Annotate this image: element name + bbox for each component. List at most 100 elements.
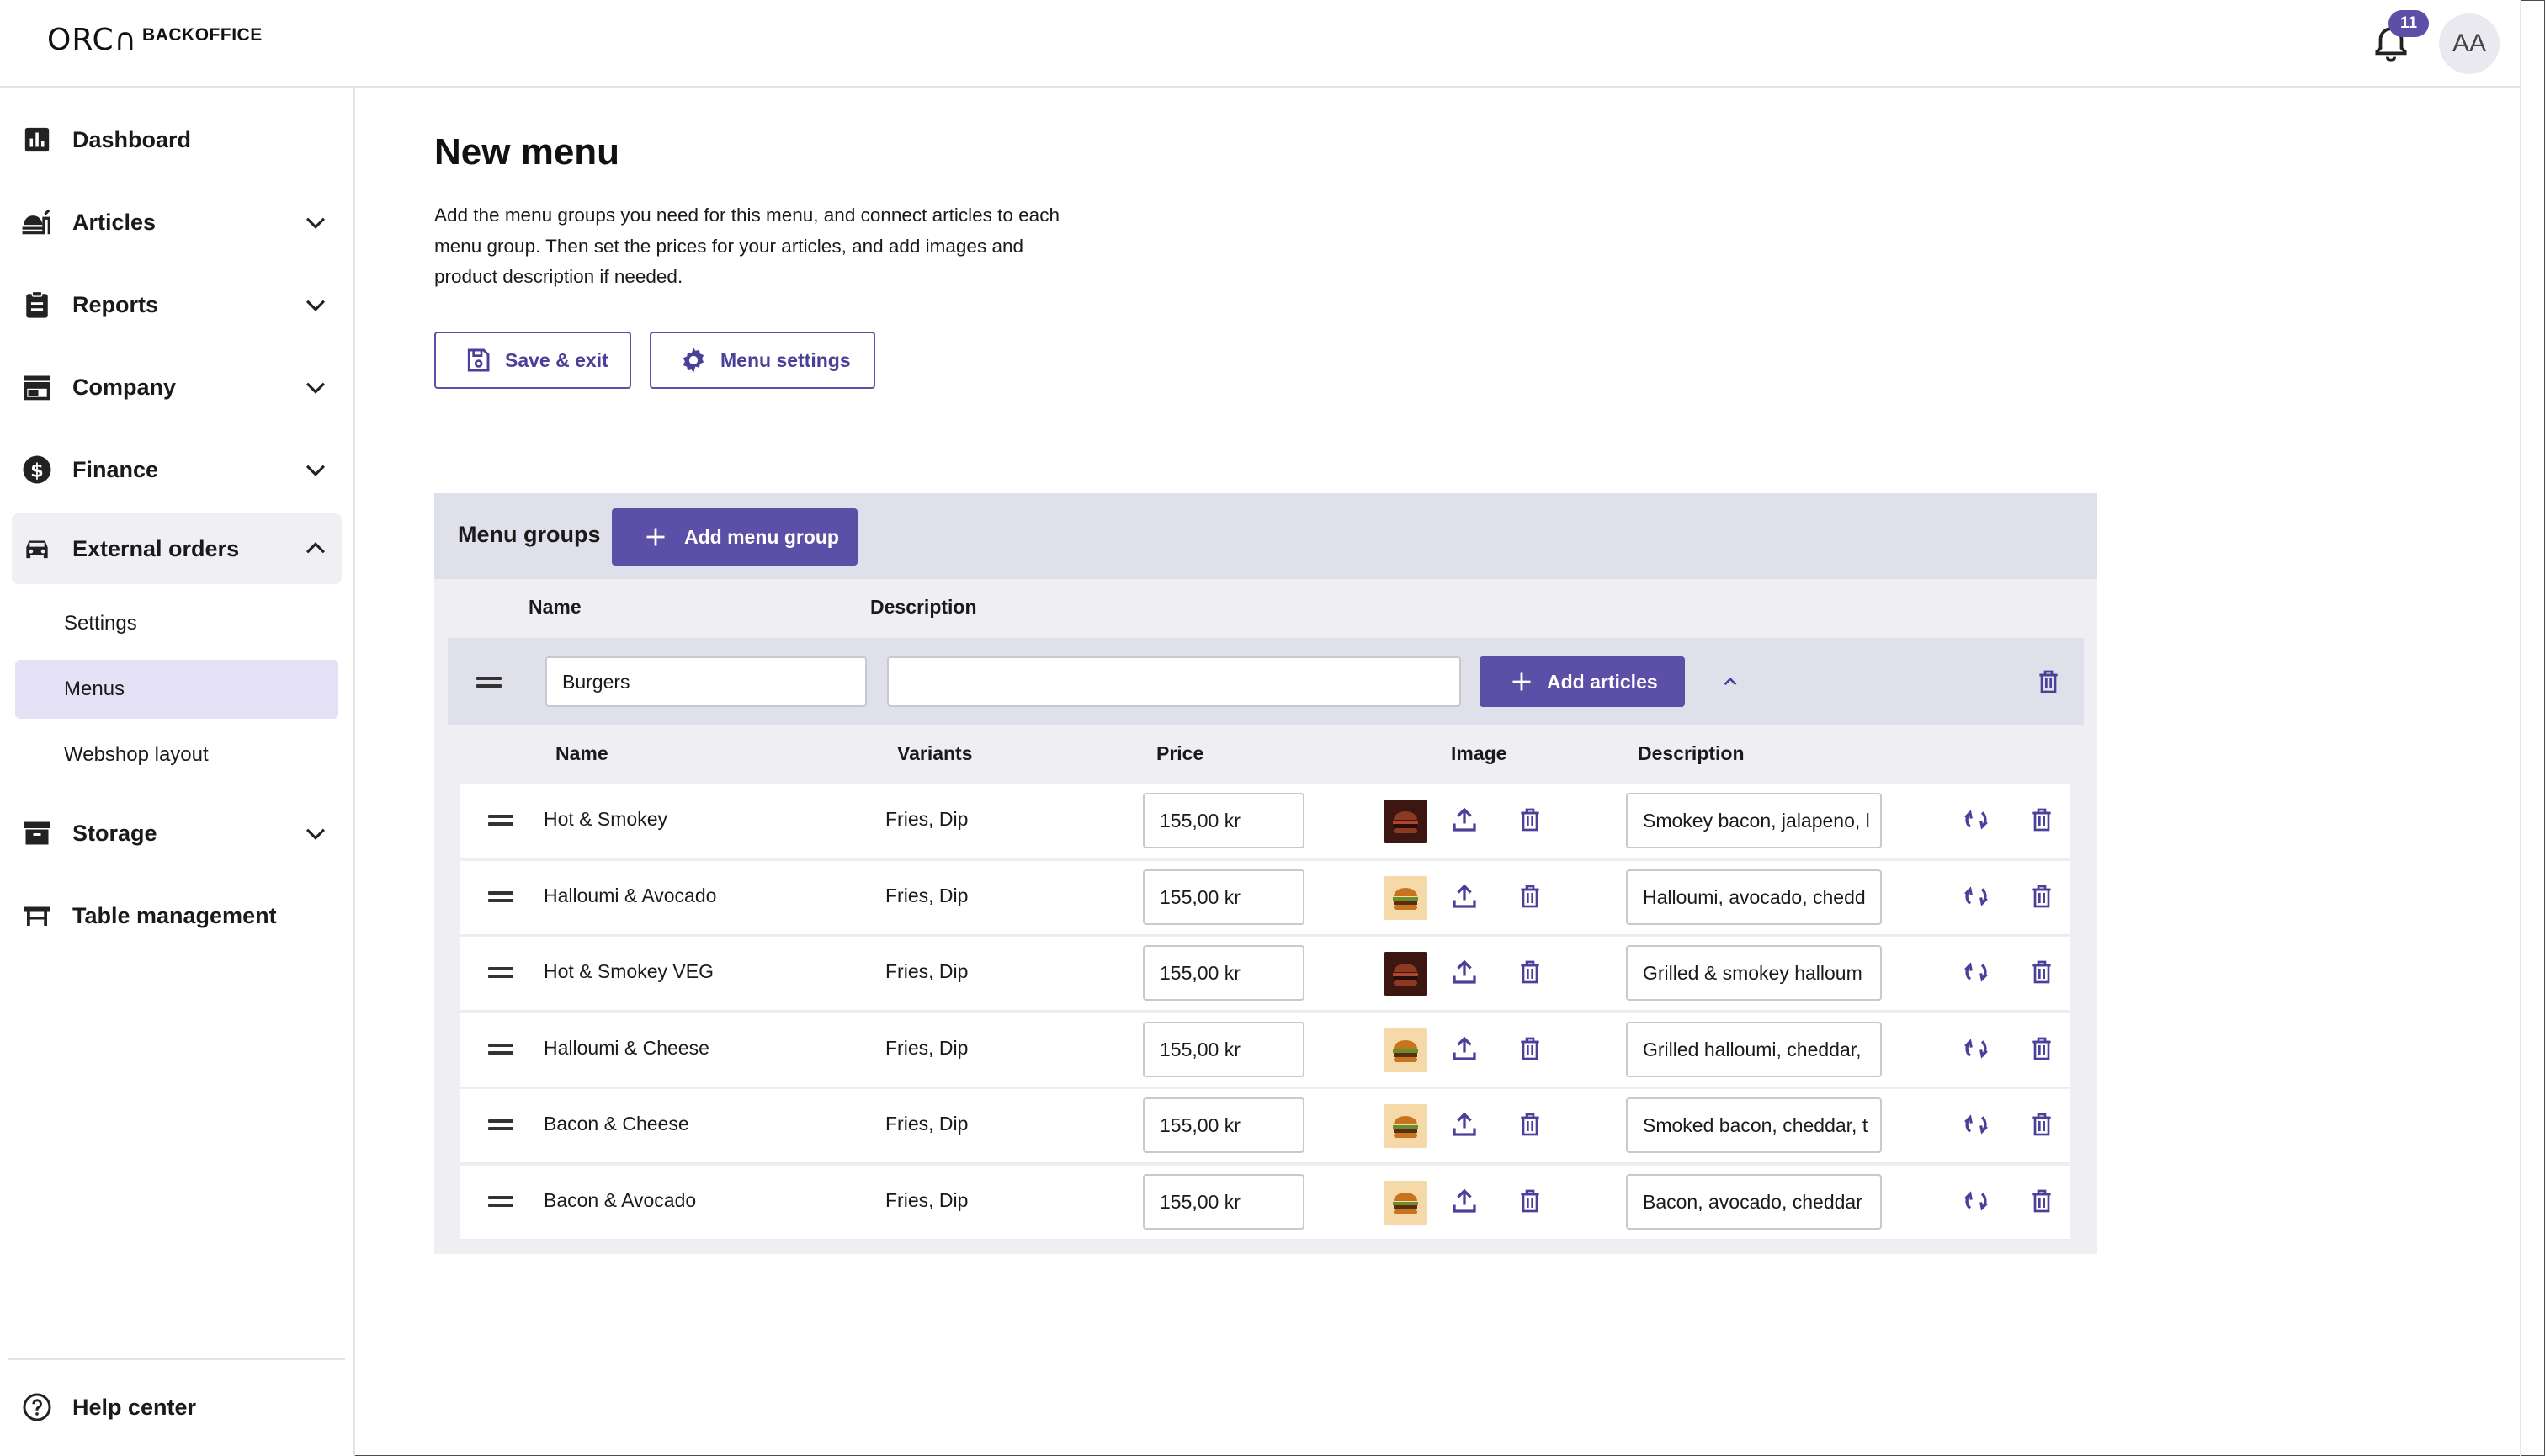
sidebar-subitem-label: Menus [64,678,125,700]
save-exit-button[interactable]: Save & exit [434,332,631,389]
top-bar: ORC∩ BACKOFFICE 11 AA [0,0,2520,88]
upload-image-icon[interactable] [1446,1182,1483,1220]
drag-handle-icon[interactable] [488,890,513,903]
article-price-input[interactable]: 155,00 kr [1143,945,1304,1001]
delete-image-trash-icon[interactable] [1512,1106,1549,1143]
drag-handle-icon[interactable] [488,1195,513,1208]
article-price-input[interactable]: 155,00 kr [1143,793,1304,848]
delete-article-trash-icon[interactable] [2023,801,2060,838]
sidebar-subitem-webshop-layout[interactable]: Webshop layout [15,725,338,784]
drag-handle-icon[interactable] [488,967,513,979]
sync-description-icon[interactable] [1958,954,1995,991]
sidebar-item-dashboard[interactable]: Dashboard [12,104,342,175]
logo[interactable]: ORC∩ BACKOFFICE [47,24,263,57]
sidebar-item-table-management[interactable]: Table management [12,880,342,951]
sidebar-item-label: Storage [72,820,157,846]
delete-article-trash-icon[interactable] [2023,1182,2060,1220]
sidebar-item-company[interactable]: Company [12,352,342,422]
article-price-input[interactable]: 155,00 kr [1143,869,1304,925]
scrollbar-track[interactable] [2520,0,2521,1456]
article-row: Halloumi & Cheese Fries, Dip 155,00 kr Gril… [460,1012,2070,1088]
article-description-input[interactable]: Smoked bacon, cheddar, t [1626,1097,1882,1153]
add-articles-label: Add articles [1547,670,1658,693]
sidebar: Dashboard Articles Reports Company $ Fin… [0,88,355,1456]
article-description-input[interactable]: Halloumi, avocado, chedd [1626,869,1882,925]
menu-settings-button[interactable]: Menu settings [650,332,875,389]
sidebar-subitem-menus[interactable]: Menus [15,660,338,719]
group-name-input[interactable]: Burgers [545,656,867,707]
article-price-input[interactable]: 155,00 kr [1143,1021,1304,1077]
delete-article-trash-icon[interactable] [2023,954,2060,991]
delete-group-trash-icon[interactable] [2030,663,2067,700]
group-description-input[interactable] [887,656,1461,707]
article-price-input[interactable]: 155,00 kr [1143,1097,1304,1153]
upload-image-icon[interactable] [1446,954,1483,991]
article-col-price: Price [1156,742,1204,764]
upload-image-icon[interactable] [1446,1030,1483,1067]
sidebar-divider [8,1358,345,1360]
clipboard-icon [20,288,54,321]
article-description-input[interactable]: Smokey bacon, jalapeno, l [1626,793,1882,848]
delete-image-trash-icon[interactable] [1512,878,1549,915]
upload-image-icon[interactable] [1446,878,1483,915]
svg-text:$: $ [30,460,44,481]
sidebar-subitem-settings[interactable]: Settings [15,594,338,653]
user-avatar[interactable]: AA [2439,13,2500,74]
help-icon [20,1390,54,1424]
sync-description-icon[interactable] [1958,1030,1995,1067]
article-name: Bacon & Avocado [544,1188,697,1211]
help-center-link[interactable]: Help center [12,1372,342,1443]
sidebar-item-label: Company [72,374,177,400]
drag-handle-icon[interactable] [488,1119,513,1131]
sidebar-item-label: Dashboard [72,126,192,152]
article-row: Bacon & Cheese Fries, Dip 155,00 kr Smoked … [460,1089,2070,1164]
drag-handle-icon[interactable] [488,815,513,826]
article-description-input[interactable]: Bacon, avocado, cheddar [1626,1173,1882,1230]
article-description-input[interactable]: Grilled & smokey halloum [1626,945,1882,1001]
menu-groups-title: Menu groups [458,522,601,547]
sync-description-icon[interactable] [1958,1106,1995,1143]
drag-handle-icon[interactable] [488,1043,513,1055]
sidebar-item-articles[interactable]: Articles [12,187,342,258]
sidebar-item-label: Reports [72,291,159,317]
delete-image-trash-icon[interactable] [1512,1030,1549,1067]
sidebar-item-external-orders[interactable]: External orders [12,513,342,584]
sidebar-item-label: Articles [72,209,157,235]
chevron-down-icon [306,217,326,229]
drag-handle-icon[interactable] [476,677,502,688]
article-thumbnail [1384,800,1427,843]
sync-description-icon[interactable] [1958,1182,1995,1220]
add-menu-group-button[interactable]: Add menu group [612,508,858,566]
delete-article-trash-icon[interactable] [2023,1106,2060,1143]
delete-image-trash-icon[interactable] [1512,801,1549,838]
delete-article-trash-icon[interactable] [2023,878,2060,915]
help-center-label: Help center [72,1394,197,1420]
article-variants: Fries, Dip [885,884,969,906]
plus-icon [642,523,669,550]
sidebar-item-storage[interactable]: Storage [12,798,342,869]
add-articles-button[interactable]: Add articles [1480,656,1685,707]
logo-mark: ORC∩ [47,23,138,57]
article-name: Bacon & Cheese [544,1113,689,1135]
delete-image-trash-icon[interactable] [1512,1182,1549,1220]
article-thumbnail [1384,1028,1427,1072]
save-exit-label: Save & exit [505,348,608,371]
menu-groups-panel: Menu groups Add menu group Name Descript… [434,493,2097,1254]
article-name: Halloumi & Cheese [544,1036,709,1059]
article-price-input[interactable]: 155,00 kr [1143,1173,1304,1230]
articles-list: Name Variants Price Image Description Ho… [448,725,2084,1241]
upload-image-icon[interactable] [1446,801,1483,838]
delete-image-trash-icon[interactable] [1512,954,1549,991]
article-row: Halloumi & Avocado Fries, Dip 155,00 kr Hal… [460,860,2070,936]
sync-description-icon[interactable] [1958,801,1995,838]
sidebar-item-reports[interactable]: Reports [12,269,342,340]
sidebar-item-finance[interactable]: $ Finance [12,434,342,505]
delete-article-trash-icon[interactable] [2023,1030,2060,1067]
logo-wordmark: BACKOFFICE [142,25,263,45]
collapse-chevron-up-icon[interactable] [1712,663,1749,700]
article-row: Hot & Smokey VEG Fries, Dip 155,00 kr Grill… [460,937,2070,1012]
sidebar-item-label: Finance [72,456,159,482]
upload-image-icon[interactable] [1446,1106,1483,1143]
sync-description-icon[interactable] [1958,878,1995,915]
article-description-input[interactable]: Grilled halloumi, cheddar, [1626,1021,1882,1077]
